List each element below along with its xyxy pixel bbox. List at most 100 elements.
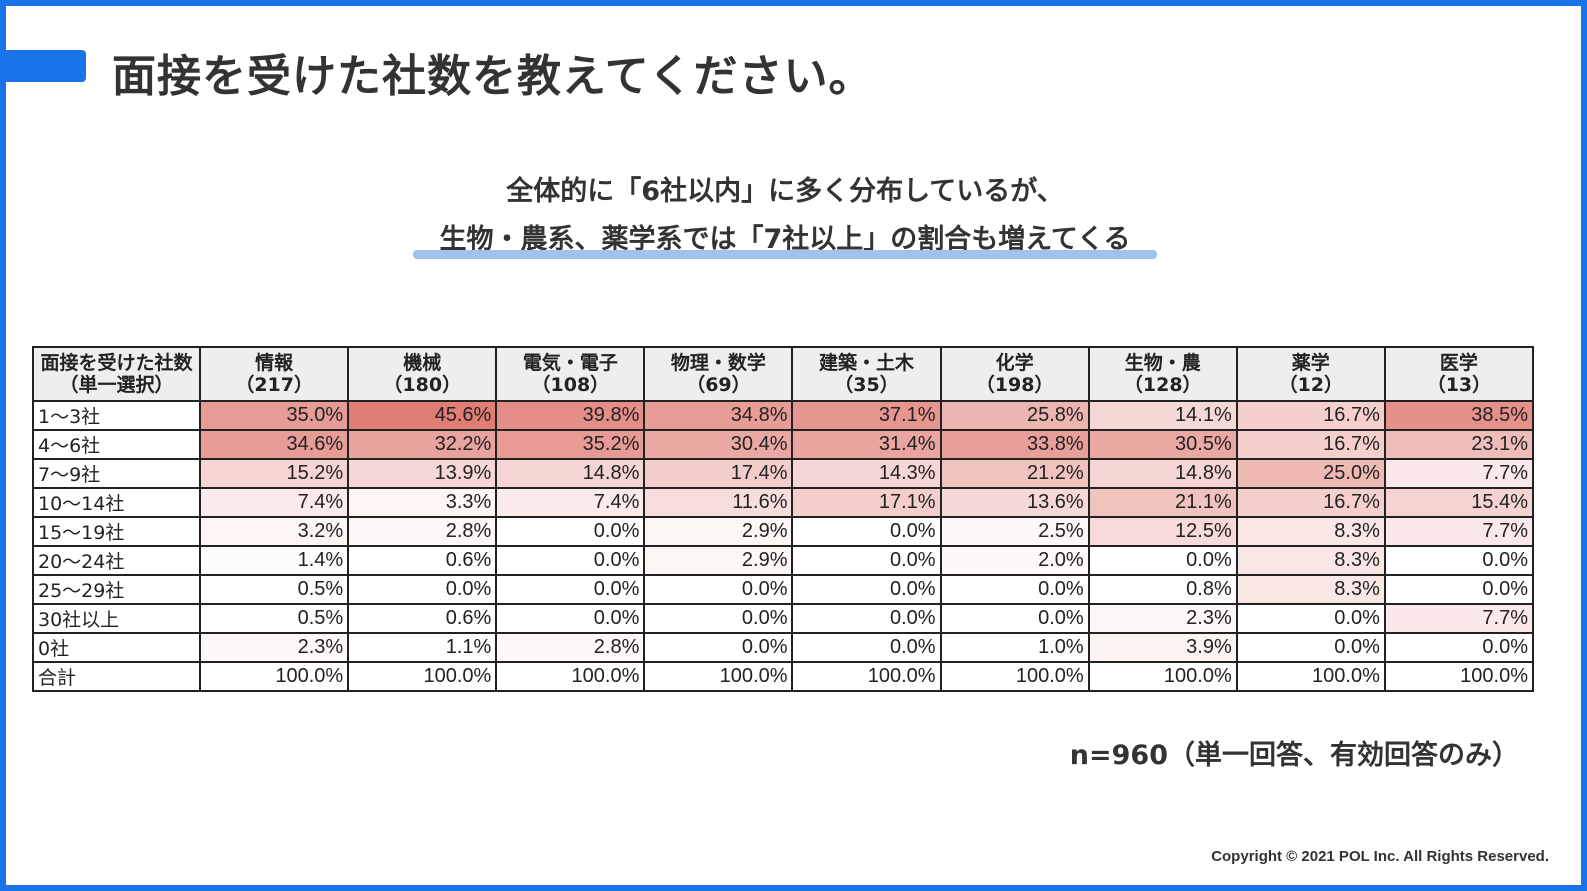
title-accent-bar	[0, 50, 86, 82]
column-header-count: （12）	[1278, 374, 1344, 396]
table-cell: 100.0%	[1087, 661, 1238, 692]
table-cell: 100.0%	[791, 661, 942, 692]
table-cell: 13.9%	[347, 458, 498, 489]
table-cell: 2.8%	[495, 632, 646, 663]
table-cell: 32.2%	[347, 429, 498, 460]
column-header-count: （13）	[1426, 374, 1492, 396]
column-header-label: 電気・電子	[522, 352, 618, 374]
table-cell: 0.0%	[791, 632, 942, 663]
column-header-count: （単一選択）	[59, 374, 174, 396]
table-cell: 0.0%	[1383, 545, 1535, 576]
subtitle-line-2: 生物・農系、薬学系では「7社以上」の割合も増えてくる	[439, 224, 1131, 255]
column-header-label: 物理・数学	[670, 352, 766, 374]
results-table: 面接を受けた社数 （単一選択） 情報 （217） 機械 （180） 電気・電子 （108） 物理…	[31, 346, 1535, 692]
column-header-label: 薬学	[1291, 352, 1330, 374]
column-header: 機械 （180）	[347, 346, 498, 402]
row-label: 7～9社	[31, 458, 202, 489]
row-label: 25～29社	[31, 574, 202, 605]
table-cell: 7.7%	[1383, 458, 1535, 489]
table-cell: 0.0%	[495, 574, 646, 605]
table-cell: 0.6%	[347, 545, 498, 576]
table-cell: 100.0%	[643, 661, 794, 692]
table-cell: 2.0%	[939, 545, 1090, 576]
column-header-count: （128）	[1123, 374, 1202, 396]
row-label: 4～6社	[31, 429, 202, 460]
table-row: 20～24社 1.4% 0.6% 0.0% 2.9% 0.0% 2.0% 0.0% 8.3% 0.…	[31, 545, 1535, 576]
table-cell: 34.6%	[199, 429, 350, 460]
table-cell: 0.0%	[643, 574, 794, 605]
table-cell: 0.0%	[643, 603, 794, 634]
table-cell: 1.4%	[199, 545, 350, 576]
table-cell: 2.8%	[347, 516, 498, 547]
table-cell: 0.5%	[199, 603, 350, 634]
table-cell: 45.6%	[347, 400, 498, 431]
table-cell: 100.0%	[347, 661, 498, 692]
table-cell: 0.5%	[199, 574, 350, 605]
column-header: 電気・電子 （108）	[495, 346, 646, 402]
table-header: 面接を受けた社数 （単一選択） 情報 （217） 機械 （180） 電気・電子 （108） 物理…	[31, 346, 1535, 402]
table-cell: 21.1%	[1087, 487, 1238, 518]
table-cell: 16.7%	[1235, 400, 1386, 431]
row-label: 0社	[31, 632, 202, 663]
table-cell: 0.0%	[495, 516, 646, 547]
table-cell: 25.8%	[939, 400, 1090, 431]
table-cell: 0.0%	[495, 545, 646, 576]
table-cell: 17.4%	[643, 458, 794, 489]
table-cell: 39.8%	[495, 400, 646, 431]
table-cell: 3.2%	[199, 516, 350, 547]
table-cell: 14.8%	[495, 458, 646, 489]
table-cell: 0.0%	[1235, 632, 1386, 663]
table-cell: 23.1%	[1383, 429, 1535, 460]
table-row: 7～9社 15.2% 13.9% 14.8% 17.4% 14.3% 21.2% 14.8% 2…	[31, 458, 1535, 489]
table-cell: 0.6%	[347, 603, 498, 634]
table-header-row: 面接を受けた社数 （単一選択） 情報 （217） 機械 （180） 電気・電子 （108） 物理…	[31, 346, 1535, 402]
column-header-label: 医学	[1439, 352, 1478, 374]
column-header-count: （217）	[235, 374, 313, 396]
table-cell: 3.3%	[347, 487, 498, 518]
table-cell: 30.4%	[643, 429, 794, 460]
table-cell: 35.0%	[199, 400, 350, 431]
table-row: 4～6社 34.6% 32.2% 35.2% 30.4% 31.4% 33.8% 30.5% 1…	[31, 429, 1535, 460]
column-header-count: （69）	[686, 374, 751, 396]
table-cell: 13.6%	[939, 487, 1090, 518]
table-cell: 2.9%	[643, 516, 794, 547]
table-cell: 0.0%	[1383, 632, 1535, 663]
table-cell: 0.0%	[1235, 603, 1386, 634]
table-cell: 0.0%	[347, 574, 498, 605]
column-header: 化学 （198）	[939, 346, 1090, 402]
table-cell: 25.0%	[1235, 458, 1386, 489]
column-header: 医学 （13）	[1383, 346, 1535, 402]
table-cell: 100.0%	[1383, 661, 1535, 692]
table-cell: 0.8%	[1087, 574, 1238, 605]
row-label: 20～24社	[31, 545, 202, 576]
column-header-count: （180）	[383, 374, 462, 396]
table-cell: 0.0%	[1383, 574, 1535, 605]
subtitle: 全体的に「6社以内」に多く分布しているが、 生物・農系、薬学系では「7社以上」の…	[0, 168, 1570, 264]
column-header: 建築・土木 （35）	[791, 346, 942, 402]
table-cell: 14.8%	[1087, 458, 1238, 489]
table-cell: 100.0%	[1235, 661, 1386, 692]
table-cell: 17.1%	[791, 487, 942, 518]
table-cell: 0.0%	[791, 545, 942, 576]
column-header: 生物・農 （128）	[1087, 346, 1238, 402]
table-cell: 100.0%	[939, 661, 1090, 692]
table-cell: 15.2%	[199, 458, 350, 489]
table-row: 10～14社 7.4% 3.3% 7.4% 11.6% 17.1% 13.6% 21.1% 16…	[31, 487, 1535, 518]
table-cell: 15.4%	[1383, 487, 1535, 518]
sample-size-note: n=960（単一回答、有効回答のみ）	[1069, 740, 1519, 771]
row-label: 合計	[31, 661, 202, 692]
table-cell: 0.0%	[1087, 545, 1238, 576]
table-cell: 0.0%	[791, 516, 942, 547]
row-label: 30社以上	[31, 603, 202, 634]
table-cell: 7.7%	[1383, 603, 1535, 634]
table-cell: 2.3%	[199, 632, 350, 663]
table-cell: 8.3%	[1235, 516, 1386, 547]
table-cell: 2.3%	[1087, 603, 1238, 634]
column-header-label: 建築・土木	[819, 352, 915, 374]
column-header-label: 化学	[995, 352, 1034, 374]
subtitle-line-1: 全体的に「6社以内」に多く分布しているが、	[506, 176, 1064, 207]
row-label: 1～3社	[31, 400, 202, 431]
table-cell: 16.7%	[1235, 429, 1386, 460]
table-cell: 8.3%	[1235, 574, 1386, 605]
table-cell: 34.8%	[643, 400, 794, 431]
